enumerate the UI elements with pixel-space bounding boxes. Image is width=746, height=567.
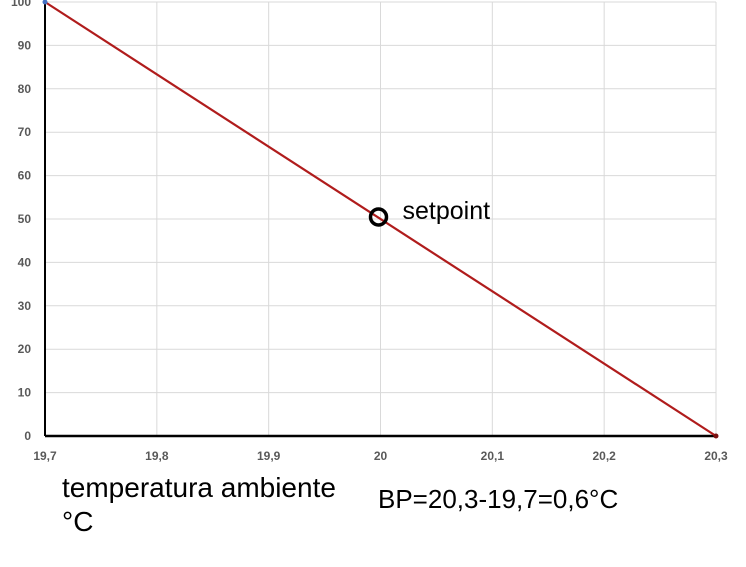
y-tick-label: 60 xyxy=(18,169,32,183)
y-tick-label: 90 xyxy=(18,38,32,52)
y-tick-label: 10 xyxy=(18,386,32,400)
y-tick-label: 50 xyxy=(18,212,32,226)
y-tick-label: 40 xyxy=(18,255,32,269)
x-tick-label: 20,2 xyxy=(592,449,616,463)
y-tick-label: 100 xyxy=(11,0,31,9)
x-axis-title: temperatura ambiente °C xyxy=(40,465,358,545)
x-tick-label: 20 xyxy=(374,449,388,463)
band-note: BP=20,3-19,7=0,6°C xyxy=(360,472,740,542)
x-tick-label: 20,1 xyxy=(481,449,505,463)
series-line xyxy=(44,1,717,437)
setpoint-marker xyxy=(368,207,389,227)
y-tick-label: 20 xyxy=(18,342,32,356)
x-tick-label: 19,8 xyxy=(145,449,169,463)
setpoint-label: setpoint xyxy=(403,197,491,225)
annotations: setpoint xyxy=(368,197,491,227)
x-tick-label: 19,9 xyxy=(257,449,281,463)
series xyxy=(42,0,719,439)
data-point xyxy=(42,0,48,5)
y-tick-label: 70 xyxy=(18,125,32,139)
axes xyxy=(44,2,716,438)
data-point xyxy=(713,433,719,439)
grid-lines xyxy=(45,1,717,436)
tick-labels: 19,7 19,8 19,9 20 20,1 20,2 20,3 0 10 20 30 40 50 60 7… xyxy=(11,0,728,463)
x-tick-label: 20,3 xyxy=(704,449,728,463)
x-tick-label: 19,7 xyxy=(33,449,57,463)
y-tick-label: 80 xyxy=(18,82,32,96)
y-tick-label: 0 xyxy=(24,429,31,443)
y-tick-label: 30 xyxy=(18,299,32,313)
